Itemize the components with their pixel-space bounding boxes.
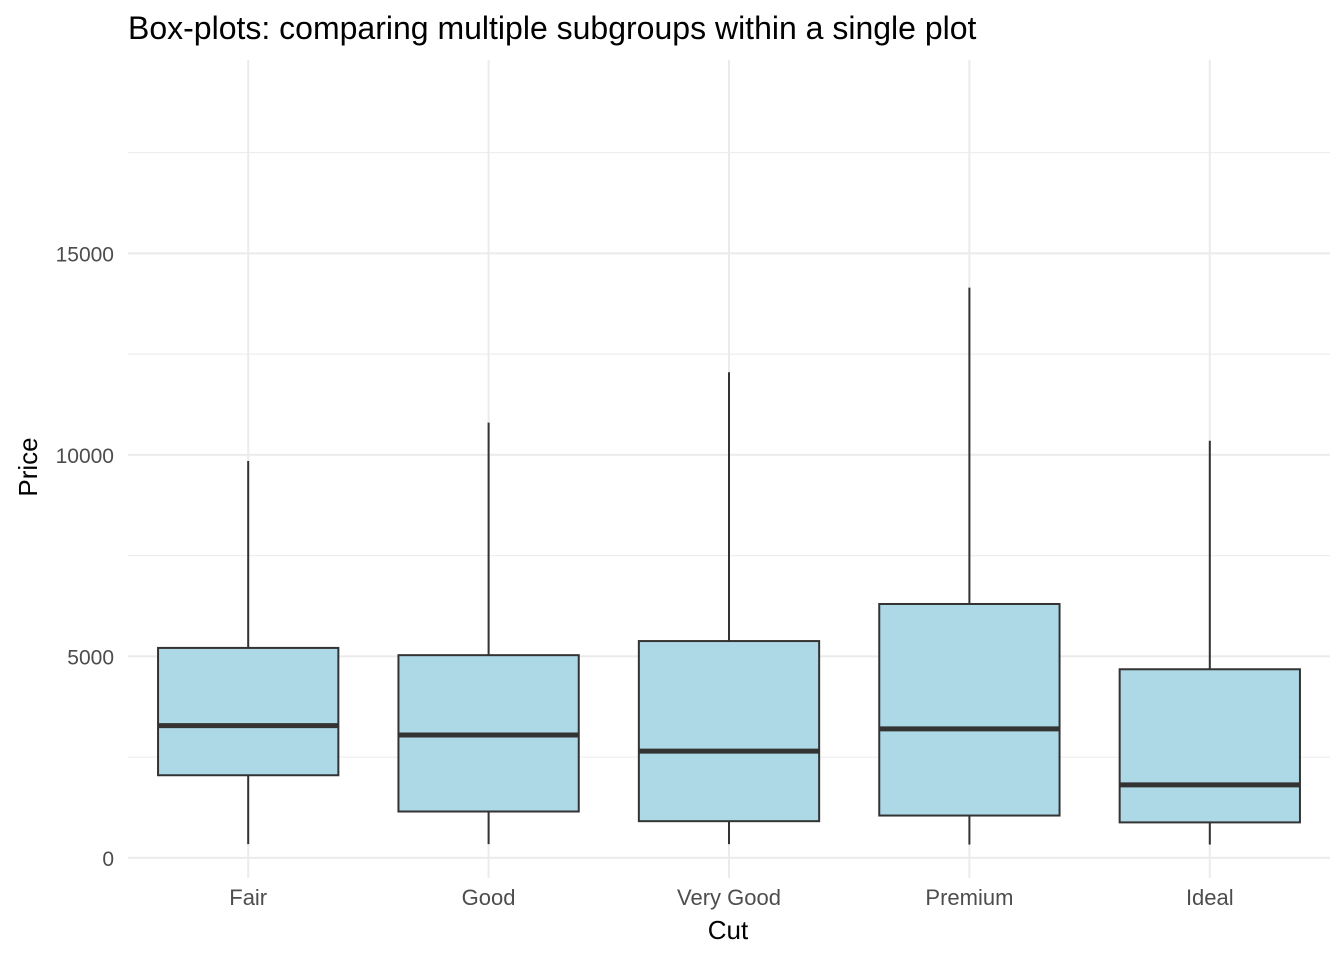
- box-very-good: [637, 372, 821, 845]
- box-good: [397, 422, 580, 845]
- x-tick-label: Ideal: [1186, 885, 1234, 910]
- box-fair: [157, 460, 340, 845]
- box-layer: [157, 287, 1301, 845]
- axis-layer: 0 5000 10000 15000 Fair Good Very Good Premium I…: [56, 243, 1234, 910]
- box-ideal: [1118, 440, 1301, 845]
- box-iqr: [637, 640, 821, 823]
- chart-title: Box-plots: comparing multiple subgroups …: [128, 10, 977, 46]
- box-iqr: [1118, 668, 1301, 824]
- x-tick-label: Good: [462, 885, 516, 910]
- y-axis-title: Price: [13, 437, 43, 496]
- x-axis-title: Cut: [708, 915, 749, 945]
- y-tick-label: 5000: [67, 646, 114, 669]
- box-iqr: [157, 646, 340, 777]
- box-premium: [878, 287, 1061, 845]
- y-tick-label: 0: [102, 848, 114, 871]
- x-tick-label: Fair: [229, 885, 267, 910]
- box-iqr: [878, 602, 1061, 817]
- x-tick-label: Premium: [925, 885, 1013, 910]
- y-tick-label: 10000: [56, 445, 114, 468]
- y-tick-label: 15000: [56, 243, 114, 266]
- x-tick-label: Very Good: [677, 885, 781, 910]
